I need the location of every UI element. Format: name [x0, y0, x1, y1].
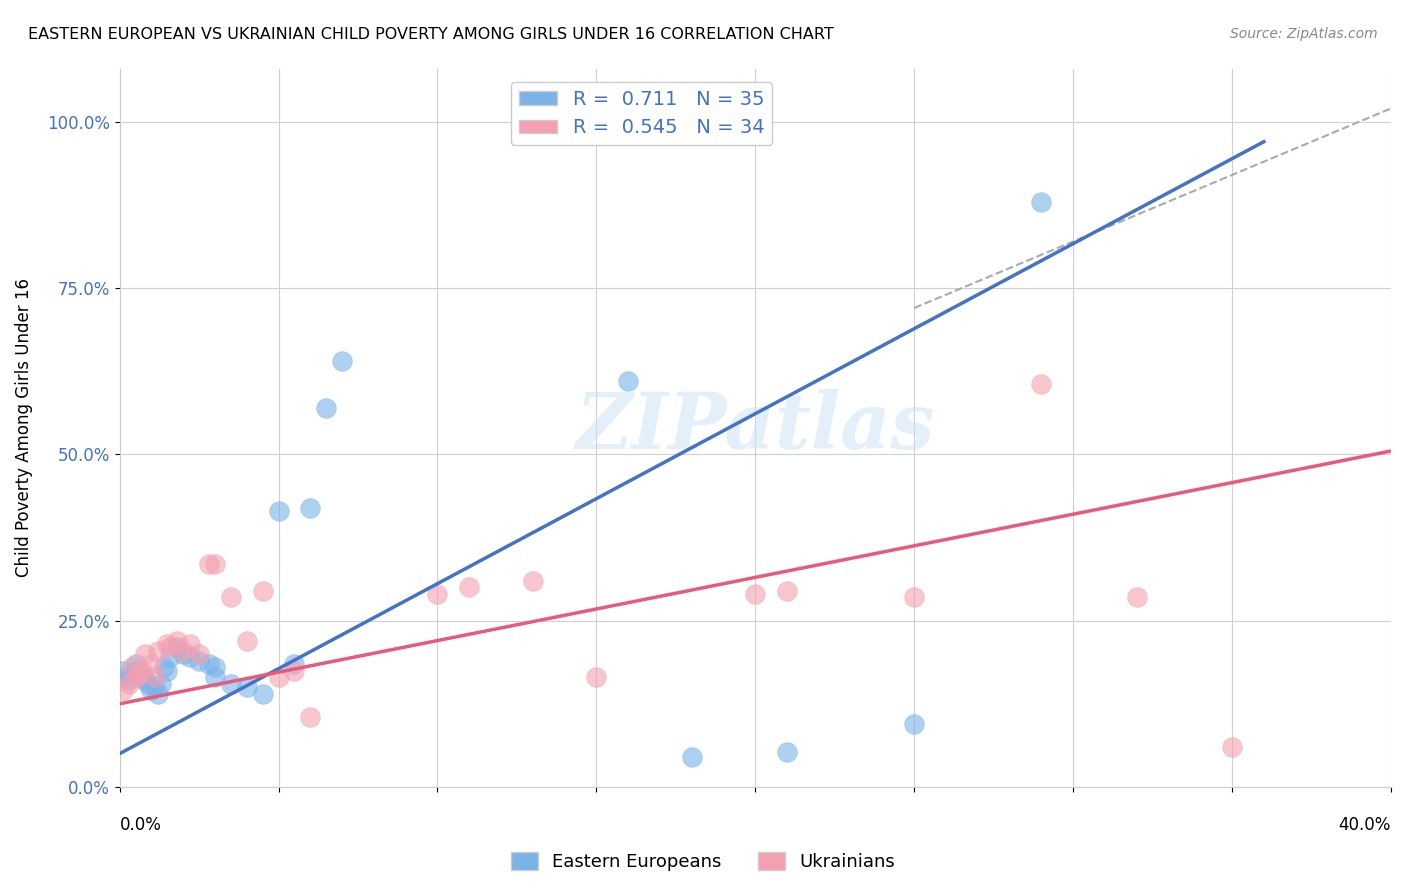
Point: [156, 664, 179, 678]
Point: [146, 643, 169, 657]
Point: [172, 643, 194, 657]
Point: [141, 683, 163, 698]
Point: [149, 677, 172, 691]
Point: [143, 670, 166, 684]
Point: [204, 670, 226, 684]
Point: [252, 583, 274, 598]
Point: [124, 657, 146, 671]
Point: [111, 683, 134, 698]
Point: [156, 637, 179, 651]
Point: [134, 647, 156, 661]
Point: [426, 587, 449, 601]
Text: 0.0%: 0.0%: [120, 815, 162, 834]
Point: [235, 680, 257, 694]
Text: Source: ZipAtlas.com: Source: ZipAtlas.com: [1230, 27, 1378, 41]
Point: [204, 557, 226, 571]
Point: [776, 745, 799, 759]
Text: EASTERN EUROPEAN VS UKRAINIAN CHILD POVERTY AMONG GIRLS UNDER 16 CORRELATION CHA: EASTERN EUROPEAN VS UKRAINIAN CHILD POVE…: [28, 27, 834, 42]
Point: [143, 680, 166, 694]
Point: [118, 677, 141, 691]
Point: [315, 401, 337, 415]
Point: [776, 583, 799, 598]
Point: [111, 664, 134, 678]
Point: [118, 673, 141, 688]
Point: [617, 374, 640, 388]
Point: [903, 716, 925, 731]
Point: [903, 591, 925, 605]
Point: [197, 557, 219, 571]
Point: [172, 647, 194, 661]
Point: [283, 664, 305, 678]
Point: [131, 664, 153, 678]
Point: [744, 587, 766, 601]
Point: [283, 657, 305, 671]
Text: 40.0%: 40.0%: [1339, 815, 1391, 834]
Point: [458, 580, 481, 594]
Point: [188, 654, 211, 668]
Point: [219, 677, 242, 691]
Point: [134, 673, 156, 688]
Point: [299, 500, 322, 515]
Point: [121, 660, 143, 674]
Point: [124, 664, 146, 678]
Point: [146, 687, 169, 701]
Point: [585, 670, 607, 684]
Point: [267, 504, 290, 518]
Point: [136, 677, 159, 691]
Point: [179, 650, 201, 665]
Point: [153, 660, 176, 674]
Point: [159, 640, 181, 655]
Point: [267, 670, 290, 684]
Point: [204, 660, 226, 674]
Point: [330, 354, 353, 368]
Point: [115, 670, 138, 684]
Point: [159, 650, 181, 665]
Point: [235, 633, 257, 648]
Point: [166, 640, 188, 655]
Legend: Eastern Europeans, Ukrainians: Eastern Europeans, Ukrainians: [503, 845, 903, 879]
Legend: R =  0.711   N = 35, R =  0.545   N = 34: R = 0.711 N = 35, R = 0.545 N = 34: [510, 82, 772, 145]
Point: [131, 666, 153, 681]
Point: [166, 633, 188, 648]
Point: [299, 710, 322, 724]
Point: [219, 591, 242, 605]
Point: [1220, 739, 1243, 754]
Text: ZIPatlas: ZIPatlas: [575, 390, 935, 466]
Point: [124, 670, 146, 684]
Point: [128, 666, 150, 681]
Y-axis label: Child Poverty Among Girls Under 16: Child Poverty Among Girls Under 16: [15, 278, 32, 577]
Point: [179, 637, 201, 651]
Point: [1031, 377, 1053, 392]
Point: [522, 574, 544, 588]
Point: [197, 657, 219, 671]
Point: [252, 687, 274, 701]
Point: [1125, 591, 1147, 605]
Point: [188, 647, 211, 661]
Point: [141, 657, 163, 671]
Point: [681, 750, 703, 764]
Point: [1031, 194, 1053, 209]
